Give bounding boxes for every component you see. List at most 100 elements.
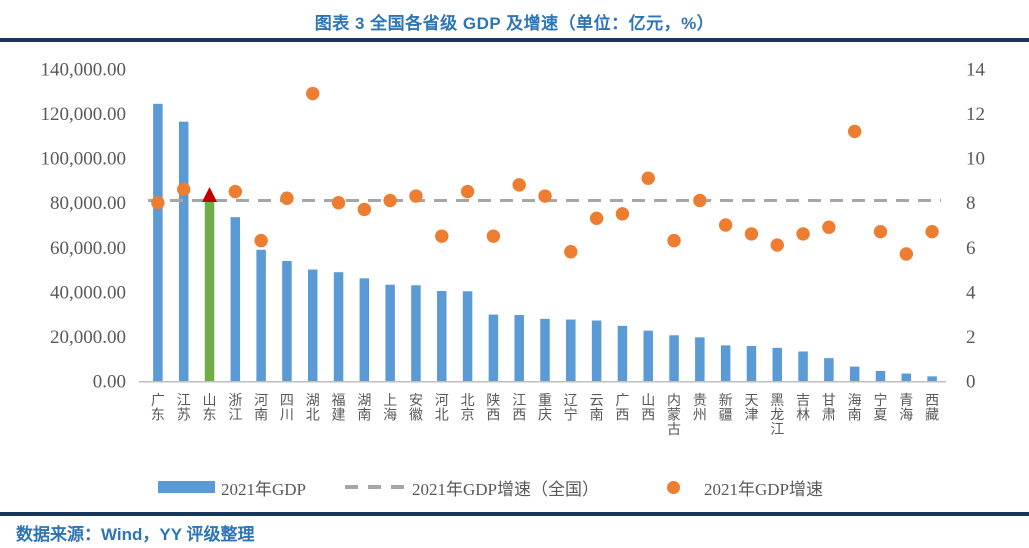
left-axis-tick-label: 80,000.00 [50, 193, 126, 214]
gdp-bar [385, 284, 395, 381]
growth-dot [693, 193, 707, 208]
category-label: 湖南 [357, 393, 371, 424]
page-title: 图表 3 全国各省级 GDP 及增速（单位：亿元，%） [314, 14, 715, 33]
growth-dot [306, 86, 320, 101]
growth-dot [280, 191, 294, 205]
category-label: 浙江 [228, 393, 242, 424]
category-label: 福建 [332, 393, 346, 424]
category-label: 黑龙江 [770, 394, 784, 438]
legend-label-national-growth: 2021年GDP增速（全国） [412, 479, 600, 499]
category-label: 贵州 [693, 393, 707, 424]
right-axis-tick-label: 6 [966, 238, 976, 259]
right-axis-tick-label: 2 [966, 327, 976, 348]
right-axis-tick-label: 0 [966, 372, 976, 393]
growth-dot [409, 189, 423, 203]
gdp-growth-chart: 0.00 20,000.00 40,000.00 60,000.00 80,000.00… [41, 60, 986, 439]
gdp-bar [540, 318, 550, 381]
highlight-triangle-marker [202, 187, 218, 203]
right-axis-tick-label: 10 [966, 149, 985, 170]
gdp-bar [901, 373, 912, 381]
growth-dot [357, 202, 372, 217]
category-label: 新疆 [719, 393, 733, 424]
top-divider-rule [0, 38, 1029, 42]
growth-dot [564, 245, 578, 259]
bottom-divider-rule [0, 512, 1029, 516]
growth-dot [615, 207, 630, 221]
category-label: 甘肃 [822, 393, 836, 424]
dot-swatch-icon [667, 480, 680, 494]
growth-dot [486, 229, 501, 243]
category-label: 宁夏 [873, 392, 887, 424]
gdp-bar [798, 351, 808, 381]
category-label: 内蒙古 [667, 393, 681, 438]
growth-dot [151, 196, 165, 210]
growth-dot [331, 196, 346, 210]
left-axis-tick-label: 0.00 [93, 372, 126, 393]
growth-dot [177, 182, 191, 197]
gdp-bar [437, 290, 447, 381]
growth-dot [873, 224, 888, 239]
gdp-bar [849, 366, 860, 381]
gdp-bar [772, 347, 783, 381]
gdp-bar [333, 272, 344, 381]
left-axis-tick-label: 100,000.00 [41, 149, 127, 170]
gdp-bar [591, 320, 602, 381]
growth-dot [383, 193, 397, 208]
category-label: 云南 [590, 394, 604, 424]
category-label: 江西 [512, 393, 526, 424]
category-label: 河南 [254, 393, 268, 424]
gdp-bar [230, 217, 241, 381]
category-label: 山东 [203, 393, 217, 424]
growth-dot [538, 189, 552, 203]
gdp-bar [824, 358, 834, 381]
legend-label-growth: 2021年GDP增速 [704, 479, 824, 499]
right-axis-tick-label: 14 [966, 60, 986, 81]
category-label: 山西 [641, 393, 655, 424]
growth-dot [460, 184, 475, 199]
category-label: 四川 [280, 394, 294, 424]
category-label: 海南 [848, 393, 862, 424]
gdp-bar [746, 346, 757, 381]
right-axis-tick-label: 4 [966, 282, 976, 303]
dashed-line-swatch-icon [345, 485, 410, 489]
growth-dot [589, 211, 604, 226]
gdp-bar [643, 330, 653, 381]
gdp-bar [282, 260, 292, 381]
legend-item-gdp: 2021年GDP [158, 474, 306, 500]
growth-dot [770, 238, 784, 252]
gdp-bar [669, 335, 679, 381]
gdp-bar [359, 278, 370, 381]
right-axis-tick-label: 8 [966, 193, 976, 214]
gdp-bar [566, 319, 576, 381]
growth-dot [899, 247, 913, 261]
growth-dot [796, 227, 810, 241]
gdp-bar [178, 121, 189, 381]
gdp-bar [695, 337, 705, 381]
growth-dot [435, 229, 449, 243]
gdp-bar [307, 269, 318, 381]
growth-dot [925, 224, 939, 239]
category-label: 上海 [383, 393, 397, 424]
legend-item-growth: 2021年GDP增速 [667, 474, 823, 500]
growth-dot [667, 233, 681, 248]
category-label: 河北 [435, 393, 449, 424]
category-label: 湖北 [306, 393, 320, 424]
left-axis-tick-label: 20,000.00 [50, 327, 126, 348]
right-axis-tick-label: 12 [966, 104, 985, 125]
gdp-bar [927, 376, 937, 381]
growth-dot [254, 233, 268, 248]
gdp-bar [462, 291, 473, 381]
category-label: 重庆 [538, 393, 552, 424]
gdp-bar [153, 103, 163, 381]
left-axis-tick-label: 60,000.00 [50, 238, 126, 259]
data-source-note: 数据来源：Wind，YY 评级整理 [16, 525, 255, 544]
bar-swatch-icon [158, 481, 215, 493]
gdp-bar-highlighted [204, 195, 215, 381]
legend-item-national-growth: 2021年GDP增速（全国） [345, 474, 599, 500]
category-label: 辽宁 [564, 393, 578, 424]
gdp-bar [617, 325, 628, 381]
category-label: 北京 [461, 393, 475, 424]
gdp-bar [720, 345, 731, 381]
gdp-bar [488, 314, 499, 381]
